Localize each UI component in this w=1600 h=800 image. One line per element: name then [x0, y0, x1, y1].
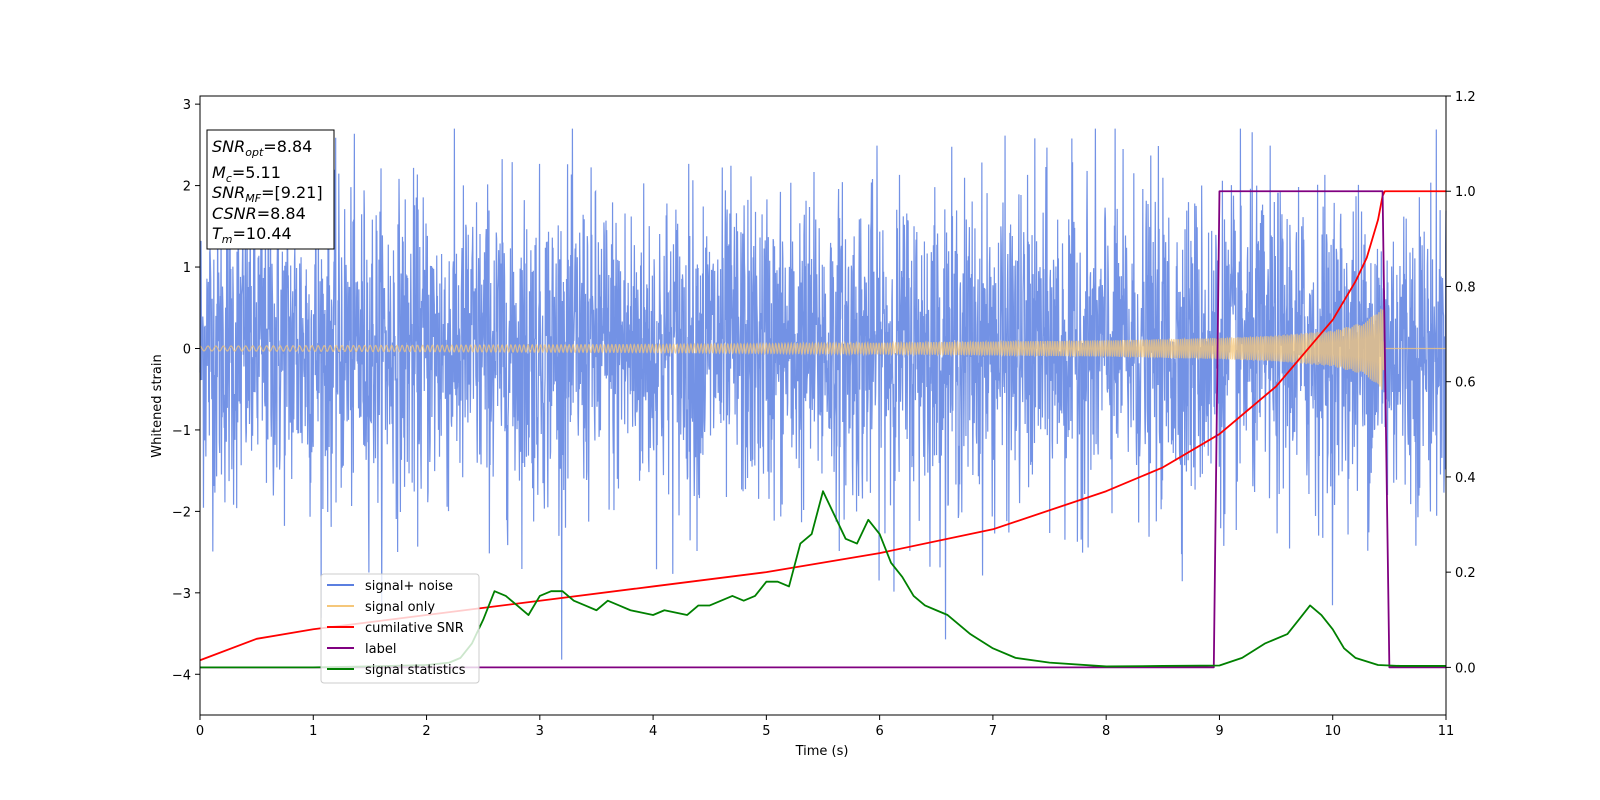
- x-tick-label: 3: [536, 724, 544, 739]
- info-snr-opt: SNRopt=8.84: [212, 137, 312, 159]
- legend-label-signal-statistics: signal statistics: [365, 663, 466, 678]
- legend-item-signal-only: signal only: [327, 600, 435, 615]
- y2-tick-label: 0.6: [1455, 376, 1476, 391]
- signal-only-line: [199, 308, 1446, 390]
- info-snr-mf: SNRMF=[9.21]: [212, 183, 323, 205]
- y-axis-label: Whitened strain: [150, 354, 165, 457]
- y-axis-ticks: 3 2 1 0 −1 −2 −3 −4: [172, 98, 200, 683]
- x-axis-ticks: 0 1 2 3 4 5 6 7 8 9 10 11: [196, 715, 1454, 739]
- x-tick-label: 4: [649, 724, 657, 739]
- info-tm: Tm=10.44: [212, 224, 292, 246]
- y-tick-label: 1: [183, 261, 191, 276]
- y2-tick-label: 0.4: [1455, 471, 1476, 486]
- y-tick-label: 2: [183, 180, 191, 195]
- signal-noise-line: [199, 128, 1447, 660]
- x-tick-label: 2: [422, 724, 430, 739]
- y-tick-label: −4: [172, 668, 191, 683]
- x-tick-label: 10: [1324, 724, 1341, 739]
- x-tick-label: 8: [1102, 724, 1110, 739]
- plot-frame: [199, 95, 1447, 716]
- x-tick-label: 6: [875, 724, 883, 739]
- x-tick-label: 5: [762, 724, 770, 739]
- y2-axis-ticks: 1.2 1.0 0.8 0.6 0.4 0.2 0.0: [1446, 90, 1476, 676]
- x-tick-label: 9: [1215, 724, 1223, 739]
- x-tick-label: 0: [196, 724, 204, 739]
- y-tick-label: −3: [172, 587, 191, 602]
- x-tick-label: 11: [1438, 724, 1455, 739]
- info-box: SNRopt=8.84 Mc=5.11 SNRMF=[9.21] CSNR=8.…: [206, 129, 335, 250]
- y2-tick-label: 0.8: [1455, 280, 1476, 295]
- legend-item-cumulative-snr: cumilative SNR: [327, 621, 464, 636]
- legend-item-signal-noise: signal+ noise: [327, 579, 453, 594]
- x-tick-label: 1: [309, 724, 317, 739]
- info-mc: Mc=5.11: [212, 163, 281, 185]
- y2-tick-label: 0.0: [1455, 661, 1476, 676]
- legend-item-signal-statistics: signal statistics: [327, 663, 466, 678]
- y-tick-label: 3: [183, 98, 191, 113]
- legend-label-cumulative-snr: cumilative SNR: [365, 621, 464, 636]
- y-tick-label: −1: [172, 424, 191, 439]
- legend-label-signal-only: signal only: [365, 600, 435, 615]
- label-line: [200, 190, 1446, 669]
- y-tick-label: −2: [172, 505, 191, 520]
- y2-tick-label: 1.0: [1455, 185, 1476, 200]
- x-tick-label: 7: [989, 724, 997, 739]
- signal-statistics-line: [200, 490, 1446, 669]
- x-axis-label: Time (s): [795, 744, 849, 759]
- legend: signal+ noise signal only cumilative SNR…: [320, 573, 480, 684]
- signal-noise-series: [199, 128, 1447, 660]
- y2-tick-label: 0.2: [1455, 566, 1476, 581]
- y2-tick-label: 1.2: [1455, 90, 1476, 105]
- signal-only-series: [199, 308, 1446, 390]
- info-csnr: CSNR=8.84: [212, 204, 306, 223]
- legend-item-label: label: [327, 642, 396, 657]
- legend-label-label: label: [365, 642, 396, 657]
- legend-label-signal-noise: signal+ noise: [365, 579, 453, 594]
- y-tick-label: 0: [183, 342, 191, 357]
